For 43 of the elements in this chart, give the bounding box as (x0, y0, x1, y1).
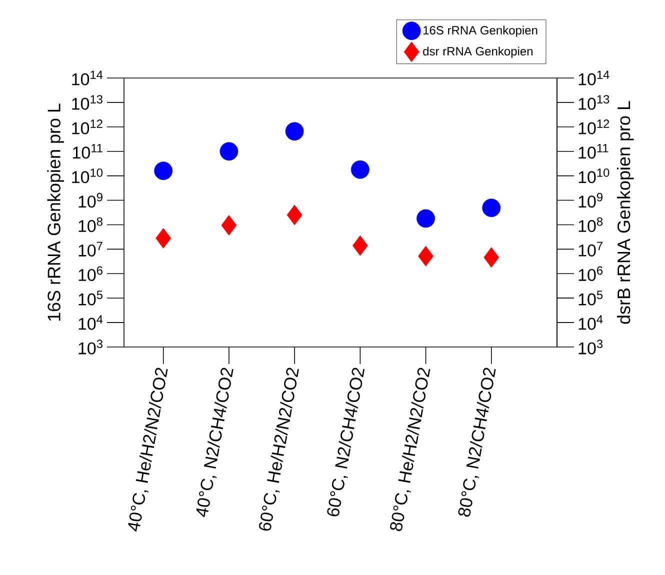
y-tick-label: 10$^{12}$ (578, 120, 610, 134)
y-axis-title: 16S rRNA Genkopien pro L (47, 104, 64, 321)
point (350, 160, 370, 179)
y-tick-label: 10$^{5}$ (578, 290, 603, 306)
point (220, 142, 238, 161)
y-tick-label: 10$^{8}$ (578, 217, 603, 232)
y-tick-label: 10$^{13}$ (578, 95, 610, 110)
text: 10$^{11}$ (73, 144, 102, 159)
x-tick-label: 80°C, N2/CH4/CO2 (458, 368, 496, 517)
point (418, 246, 434, 266)
y2-axis-title: dsrB rRNA Genkopien pro L (617, 101, 634, 324)
y-tick-label: 10$^{10}$ (578, 168, 610, 184)
point (286, 204, 302, 226)
text: 10$^{4}$ (78, 315, 103, 330)
legend-label: dsr rRNA Genkopien (423, 46, 532, 58)
legend-label: 16S rRNA Genkopien (424, 26, 538, 37)
point (352, 235, 368, 256)
text: 10$^{14}$ (72, 70, 103, 86)
y-tick-label: 10$^{4}$ (578, 315, 603, 330)
text: 10$^{9}$ (78, 192, 102, 208)
point (154, 162, 173, 180)
text: 10$^{3}$ (78, 340, 102, 354)
y-tick-label: 10$^{7}$ (578, 242, 602, 256)
y-tick-label: 10$^{14}$ (578, 70, 610, 86)
text: 10$^{7}$ (78, 242, 102, 256)
x-tick-label: 40°C, N2/CH4/CO2 (196, 368, 234, 518)
point (416, 209, 435, 228)
point (156, 228, 172, 248)
point (221, 215, 237, 236)
point (285, 122, 304, 141)
point (484, 247, 500, 268)
text: 10$^{13}$ (72, 95, 102, 110)
y-tick-label: 10$^{3}$ (578, 340, 603, 354)
y-tick-label: 10$^{6}$ (578, 266, 603, 281)
y-tick-label: 10$^{9}$ (578, 192, 602, 208)
text: 10$^{8}$ (78, 217, 102, 232)
point (482, 198, 501, 218)
y-tick-label: 10$^{11}$ (578, 144, 608, 159)
text: 10$^{5}$ (78, 290, 102, 306)
text: 10$^{10}$ (72, 168, 103, 184)
text: 10$^{12}$ (72, 120, 102, 134)
text: 10$^{6}$ (78, 266, 102, 282)
x-tick-label: 60°C, N2/CH4/CO2 (327, 368, 365, 516)
